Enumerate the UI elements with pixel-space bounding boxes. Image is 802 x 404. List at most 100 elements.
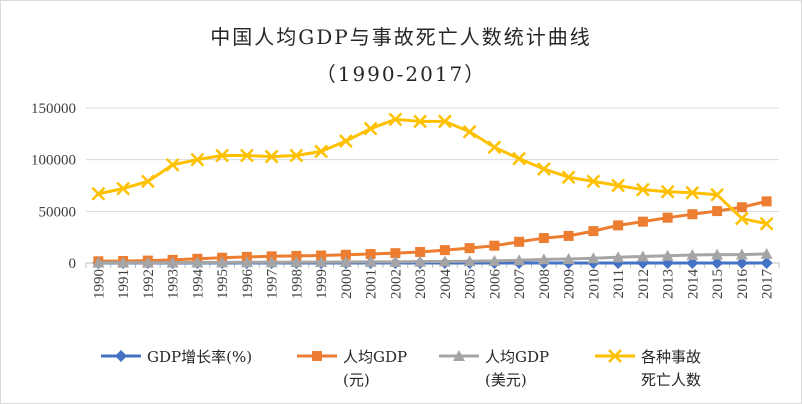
data-point [536,162,551,176]
x-marker-stroke [314,144,329,159]
x-marker-stroke [264,149,279,164]
data-point [291,250,302,261]
data-point [635,182,650,197]
x-marker-stroke [363,121,378,136]
x-tick-label: 2002 [388,269,404,299]
data-point [116,181,131,196]
series-line [98,117,767,226]
data-point [140,174,155,189]
series-line [98,252,767,265]
data-point [513,254,526,266]
data-point [190,152,205,167]
x-tick-label: 1997 [265,269,281,300]
legend-marker [453,350,465,361]
data-point [537,253,550,265]
chart-subtitle: （1990-2017） [316,62,487,86]
x-marker-stroke [611,178,626,193]
data-point [215,148,230,163]
data-point [166,256,179,268]
data-point [588,226,599,237]
x-marker-stroke [413,114,428,129]
data-point [687,209,698,220]
x-tick-label: 2003 [413,269,429,299]
data-point [165,157,180,172]
x-tick-label: 1999 [314,269,330,299]
x-tick-label: 2010 [586,269,602,299]
data-point [363,121,378,136]
data-point [685,185,700,200]
data-point [660,184,675,199]
x-marker-stroke [239,148,254,163]
legend-marker [608,349,622,363]
data-point [117,256,130,268]
x-marker-stroke [660,184,675,199]
data-point [661,249,674,261]
data-point [314,144,329,159]
data-point [637,216,648,227]
series-4 [91,112,774,231]
x-axis: 1990 1991 1992 1993 1994 1995 1996 1997 1998 1999… [85,263,780,300]
x-tick-label: 2006 [487,269,503,300]
data-point [538,233,549,244]
data-point [338,134,353,148]
x-tick-label: 2005 [463,269,479,299]
data-point [389,255,402,267]
x-tick-label: 2004 [438,269,454,300]
chart-title: 中国人均GDP与事故死亡人数统计曲线 [210,25,591,49]
legend-label: GDP增长率(%) [147,348,252,366]
x-tick-label: 1991 [116,269,132,299]
data-point [290,256,303,268]
legend-marker [312,351,322,361]
data-point [340,249,351,260]
data-point [512,151,527,166]
data-point [736,202,747,213]
x-tick-label: 1992 [141,269,157,299]
x-marker-stroke [165,157,180,172]
data-point [761,196,772,207]
data-point [216,256,229,268]
data-point [489,240,500,251]
series-group [91,112,774,269]
y-tick-label: 100000 [31,153,76,169]
x-marker-stroke [140,174,155,189]
data-point [365,248,376,259]
legend-item-3: 人均GDP (美元) [439,348,549,389]
y-tick-label: 150000 [31,101,76,117]
data-point [711,248,724,260]
data-point [413,114,428,129]
data-point [587,252,600,264]
x-marker-stroke [586,174,601,189]
x-tick-label: 2001 [364,269,380,299]
x-marker-stroke [759,216,774,231]
x-marker-stroke [116,181,131,196]
x-tick-label: 1998 [289,269,305,299]
x-tick-label: 2016 [735,269,751,300]
data-point [415,246,426,257]
legend-item-1: GDP增长率(%) [101,348,252,366]
x-marker-stroke [710,187,725,202]
data-point [760,256,773,269]
legend-marker [115,350,127,362]
y-tick-label: 0 [69,256,77,272]
x-marker-stroke [608,349,622,363]
x-tick-label: 2013 [661,269,677,299]
data-point [686,249,699,261]
x-marker-stroke [512,151,527,166]
x-marker-stroke [685,185,700,200]
data-point [636,250,649,262]
x-tick-label: 1990 [91,269,107,299]
data-point [734,211,749,226]
x-marker-stroke [289,148,304,163]
legend-item-2: 人均GDP (元) [297,348,407,389]
data-point [437,114,452,129]
data-point [240,256,253,268]
x-tick-label: 2000 [339,269,355,299]
data-point [611,178,626,193]
legend-label: (元) [343,371,370,389]
data-point [364,255,377,267]
legend-label: 人均GDP [343,348,407,366]
data-point [464,243,475,254]
